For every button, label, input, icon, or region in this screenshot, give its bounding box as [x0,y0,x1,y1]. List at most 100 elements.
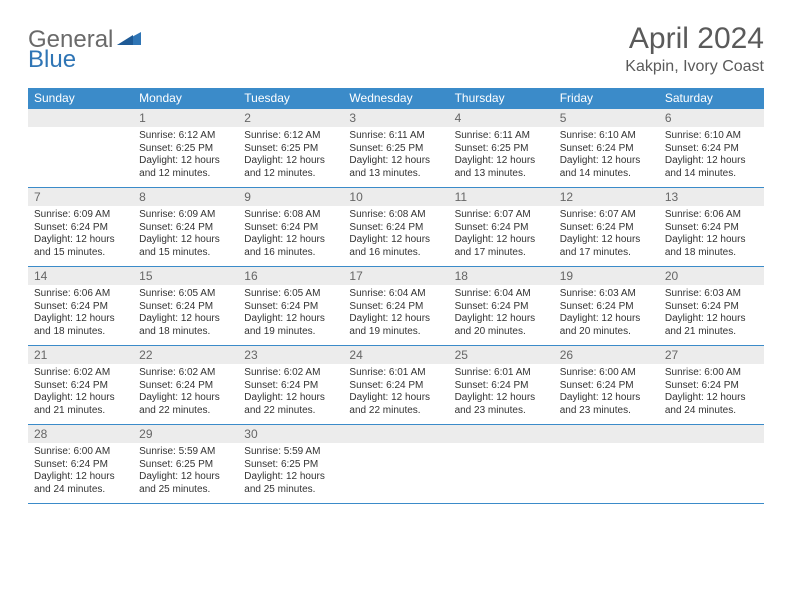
day-cell: 16Sunrise: 6:05 AMSunset: 6:24 PMDayligh… [238,267,343,345]
dow-label: Friday [554,88,659,109]
day-details: Sunrise: 6:09 AMSunset: 6:24 PMDaylight:… [28,206,133,263]
day-number: 28 [28,425,133,443]
day-number: 26 [554,346,659,364]
dow-label: Monday [133,88,238,109]
day-cell: 5Sunrise: 6:10 AMSunset: 6:24 PMDaylight… [554,109,659,187]
week-row: 1Sunrise: 6:12 AMSunset: 6:25 PMDaylight… [28,109,764,188]
week-row: 14Sunrise: 6:06 AMSunset: 6:24 PMDayligh… [28,267,764,346]
day-cell: 25Sunrise: 6:01 AMSunset: 6:24 PMDayligh… [449,346,554,424]
day-cell: 24Sunrise: 6:01 AMSunset: 6:24 PMDayligh… [343,346,448,424]
day-details: Sunrise: 5:59 AMSunset: 6:25 PMDaylight:… [238,443,343,500]
day-cell: 8Sunrise: 6:09 AMSunset: 6:24 PMDaylight… [133,188,238,266]
day-cell [28,109,133,187]
day-number [343,425,448,443]
week-row: 21Sunrise: 6:02 AMSunset: 6:24 PMDayligh… [28,346,764,425]
calendar: SundayMondayTuesdayWednesdayThursdayFrid… [28,88,764,504]
day-cell: 2Sunrise: 6:12 AMSunset: 6:25 PMDaylight… [238,109,343,187]
day-details: Sunrise: 6:09 AMSunset: 6:24 PMDaylight:… [133,206,238,263]
page: GeneralBlue April 2024 Kakpin, Ivory Coa… [0,0,792,504]
day-cell: 4Sunrise: 6:11 AMSunset: 6:25 PMDaylight… [449,109,554,187]
day-number [449,425,554,443]
dow-label: Sunday [28,88,133,109]
day-cell: 29Sunrise: 5:59 AMSunset: 6:25 PMDayligh… [133,425,238,503]
day-details: Sunrise: 6:11 AMSunset: 6:25 PMDaylight:… [343,127,448,184]
day-cell: 9Sunrise: 6:08 AMSunset: 6:24 PMDaylight… [238,188,343,266]
day-cell: 3Sunrise: 6:11 AMSunset: 6:25 PMDaylight… [343,109,448,187]
day-details: Sunrise: 6:10 AMSunset: 6:24 PMDaylight:… [554,127,659,184]
day-cell: 11Sunrise: 6:07 AMSunset: 6:24 PMDayligh… [449,188,554,266]
weeks-container: 1Sunrise: 6:12 AMSunset: 6:25 PMDaylight… [28,109,764,504]
day-details: Sunrise: 6:02 AMSunset: 6:24 PMDaylight:… [133,364,238,421]
day-details: Sunrise: 6:06 AMSunset: 6:24 PMDaylight:… [659,206,764,263]
dow-label: Thursday [449,88,554,109]
day-details: Sunrise: 6:11 AMSunset: 6:25 PMDaylight:… [449,127,554,184]
day-details: Sunrise: 6:03 AMSunset: 6:24 PMDaylight:… [659,285,764,342]
day-cell [659,425,764,503]
day-cell: 18Sunrise: 6:04 AMSunset: 6:24 PMDayligh… [449,267,554,345]
day-number: 25 [449,346,554,364]
day-details: Sunrise: 6:07 AMSunset: 6:24 PMDaylight:… [449,206,554,263]
day-number: 6 [659,109,764,127]
day-number [554,425,659,443]
day-details: Sunrise: 6:01 AMSunset: 6:24 PMDaylight:… [449,364,554,421]
day-number: 18 [449,267,554,285]
title-block: April 2024 Kakpin, Ivory Coast [625,22,764,76]
day-number: 15 [133,267,238,285]
day-cell: 30Sunrise: 5:59 AMSunset: 6:25 PMDayligh… [238,425,343,503]
day-number: 12 [554,188,659,206]
day-number [659,425,764,443]
day-number: 10 [343,188,448,206]
day-number [28,109,133,127]
day-number: 1 [133,109,238,127]
dow-label: Wednesday [343,88,448,109]
day-number: 2 [238,109,343,127]
day-number: 19 [554,267,659,285]
day-cell: 17Sunrise: 6:04 AMSunset: 6:24 PMDayligh… [343,267,448,345]
day-details: Sunrise: 6:07 AMSunset: 6:24 PMDaylight:… [554,206,659,263]
day-number: 5 [554,109,659,127]
day-cell: 13Sunrise: 6:06 AMSunset: 6:24 PMDayligh… [659,188,764,266]
day-details: Sunrise: 6:03 AMSunset: 6:24 PMDaylight:… [554,285,659,342]
day-number: 3 [343,109,448,127]
day-details: Sunrise: 6:02 AMSunset: 6:24 PMDaylight:… [238,364,343,421]
day-cell: 23Sunrise: 6:02 AMSunset: 6:24 PMDayligh… [238,346,343,424]
day-of-week-header: SundayMondayTuesdayWednesdayThursdayFrid… [28,88,764,109]
logo-triangle-icon [117,28,141,52]
day-details: Sunrise: 6:05 AMSunset: 6:24 PMDaylight:… [133,285,238,342]
day-details: Sunrise: 6:12 AMSunset: 6:25 PMDaylight:… [133,127,238,184]
day-cell: 1Sunrise: 6:12 AMSunset: 6:25 PMDaylight… [133,109,238,187]
day-details: Sunrise: 6:04 AMSunset: 6:24 PMDaylight:… [449,285,554,342]
day-details: Sunrise: 6:08 AMSunset: 6:24 PMDaylight:… [238,206,343,263]
day-number: 22 [133,346,238,364]
day-cell: 22Sunrise: 6:02 AMSunset: 6:24 PMDayligh… [133,346,238,424]
day-number: 9 [238,188,343,206]
day-cell [343,425,448,503]
day-cell: 27Sunrise: 6:00 AMSunset: 6:24 PMDayligh… [659,346,764,424]
day-details: Sunrise: 5:59 AMSunset: 6:25 PMDaylight:… [133,443,238,500]
location-subtitle: Kakpin, Ivory Coast [625,58,764,76]
day-cell: 7Sunrise: 6:09 AMSunset: 6:24 PMDaylight… [28,188,133,266]
day-number: 21 [28,346,133,364]
day-number: 23 [238,346,343,364]
day-cell: 19Sunrise: 6:03 AMSunset: 6:24 PMDayligh… [554,267,659,345]
week-row: 28Sunrise: 6:00 AMSunset: 6:24 PMDayligh… [28,425,764,504]
day-details: Sunrise: 6:10 AMSunset: 6:24 PMDaylight:… [659,127,764,184]
day-details: Sunrise: 6:01 AMSunset: 6:24 PMDaylight:… [343,364,448,421]
day-cell: 12Sunrise: 6:07 AMSunset: 6:24 PMDayligh… [554,188,659,266]
day-number: 27 [659,346,764,364]
day-number: 17 [343,267,448,285]
day-number: 29 [133,425,238,443]
day-cell: 10Sunrise: 6:08 AMSunset: 6:24 PMDayligh… [343,188,448,266]
day-cell: 21Sunrise: 6:02 AMSunset: 6:24 PMDayligh… [28,346,133,424]
day-cell: 20Sunrise: 6:03 AMSunset: 6:24 PMDayligh… [659,267,764,345]
day-details: Sunrise: 6:05 AMSunset: 6:24 PMDaylight:… [238,285,343,342]
day-cell: 6Sunrise: 6:10 AMSunset: 6:24 PMDaylight… [659,109,764,187]
day-number: 13 [659,188,764,206]
day-number: 8 [133,188,238,206]
header: GeneralBlue April 2024 Kakpin, Ivory Coa… [28,22,764,76]
day-number: 7 [28,188,133,206]
day-details: Sunrise: 6:12 AMSunset: 6:25 PMDaylight:… [238,127,343,184]
day-cell: 26Sunrise: 6:00 AMSunset: 6:24 PMDayligh… [554,346,659,424]
day-details: Sunrise: 6:02 AMSunset: 6:24 PMDaylight:… [28,364,133,421]
day-cell [449,425,554,503]
